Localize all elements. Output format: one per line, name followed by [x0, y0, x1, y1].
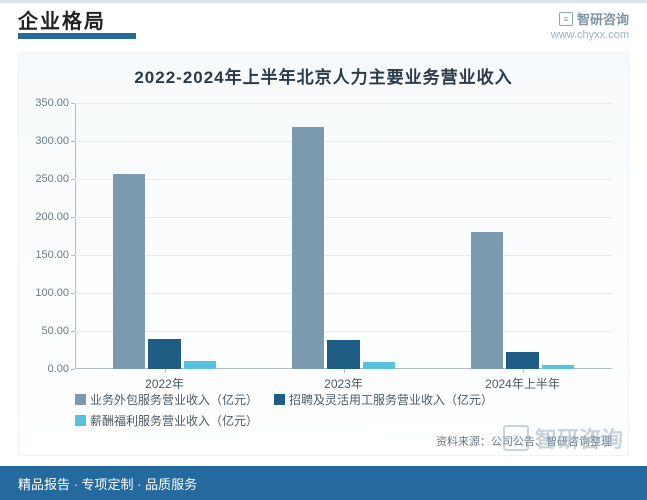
- bar: [542, 365, 574, 369]
- legend-label: 业务外包服务营业收入（亿元）: [90, 391, 258, 408]
- chart-container: 2022-2024年上半年北京人力主要业务营业收入 0.0050.00100.0…: [18, 52, 629, 456]
- x-category-label: 2024年上半年: [485, 369, 560, 392]
- bar: [471, 232, 503, 369]
- legend-label: 招聘及灵活用工服务营业收入（亿元）: [289, 391, 493, 408]
- y-tick-label: 300.00: [35, 135, 75, 147]
- y-tick-label: 150.00: [35, 249, 75, 261]
- grid-line: [75, 179, 612, 180]
- plot-area: 0.0050.00100.00150.00200.00250.00300.003…: [75, 103, 612, 369]
- y-tick-label: 250.00: [35, 173, 75, 185]
- grid-line: [75, 293, 612, 294]
- footer-left: 精品报告 · 专项定制 · 品质服务: [18, 474, 197, 493]
- y-tick-label: 0.00: [48, 363, 75, 375]
- grid-line: [75, 255, 612, 256]
- legend-item: 业务外包服务营业收入（亿元）: [75, 391, 258, 408]
- header-underline: [18, 33, 136, 39]
- bar: [363, 362, 395, 369]
- y-tick-label: 100.00: [35, 287, 75, 299]
- data-source: 资料来源：公司公告、智研咨询整理: [436, 433, 612, 449]
- bar: [184, 361, 216, 369]
- grid-line: [75, 217, 612, 218]
- y-tick-label: 200.00: [35, 211, 75, 223]
- legend-item: 薪酬福利服务营业收入（亿元）: [75, 412, 258, 429]
- brand-icon: ≡: [559, 12, 573, 26]
- chart-title: 2022-2024年上半年北京人力主要业务营业收入: [19, 53, 628, 94]
- header-brand: ≡ 智研咨询 www.chyxx.com: [551, 9, 629, 41]
- legend: 业务外包服务营业收入（亿元） 招聘及灵活用工服务营业收入（亿元） 薪酬福利服务营业收…: [75, 391, 612, 429]
- legend-item: 招聘及灵活用工服务营业收入（亿元）: [274, 391, 493, 408]
- legend-swatch: [274, 394, 285, 405]
- bar: [148, 339, 180, 369]
- legend-swatch: [75, 394, 86, 405]
- brand-name: 智研咨询: [577, 9, 629, 28]
- bar: [292, 127, 324, 369]
- chart-card: ent status 企业格局 ≡ 智研咨询 www.chyxx.com 202…: [0, 0, 647, 500]
- header-left: ent status 企业格局: [18, 5, 106, 34]
- x-category-label: 2023年: [324, 369, 363, 392]
- x-category-label: 2022年: [145, 369, 184, 392]
- y-tick-label: 50.00: [41, 325, 75, 337]
- bar: [506, 352, 538, 369]
- bar: [327, 340, 359, 369]
- legend-swatch: [75, 415, 86, 426]
- legend-label: 薪酬福利服务营业收入（亿元）: [90, 412, 258, 429]
- header: ent status 企业格局 ≡ 智研咨询 www.chyxx.com: [0, 0, 647, 40]
- grid-line: [75, 141, 612, 142]
- brand-url: www.chyxx.com: [551, 29, 629, 41]
- grid-line: [75, 103, 612, 104]
- y-axis-line: [75, 103, 76, 369]
- bar: [113, 174, 145, 369]
- y-tick-label: 350.00: [35, 97, 75, 109]
- footer: 精品报告 · 专项定制 · 品质服务: [0, 466, 647, 500]
- header-title-cn: 企业格局: [18, 5, 106, 34]
- grid-line: [75, 331, 612, 332]
